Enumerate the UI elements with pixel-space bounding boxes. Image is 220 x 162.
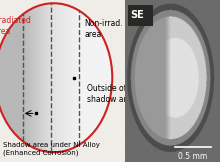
Text: Shadow area under Ni Alloy
(Enhanced Corrosion): Shadow area under Ni Alloy (Enhanced Cor… <box>3 142 99 156</box>
Text: 0.5 mm: 0.5 mm <box>178 152 207 161</box>
FancyBboxPatch shape <box>128 5 153 26</box>
Text: Non-irrad.
area: Non-irrad. area <box>84 19 123 39</box>
Text: Outside of
shadow area: Outside of shadow area <box>87 84 136 104</box>
Text: Irradiated
area: Irradiated area <box>0 16 31 36</box>
Text: SE: SE <box>130 10 144 20</box>
